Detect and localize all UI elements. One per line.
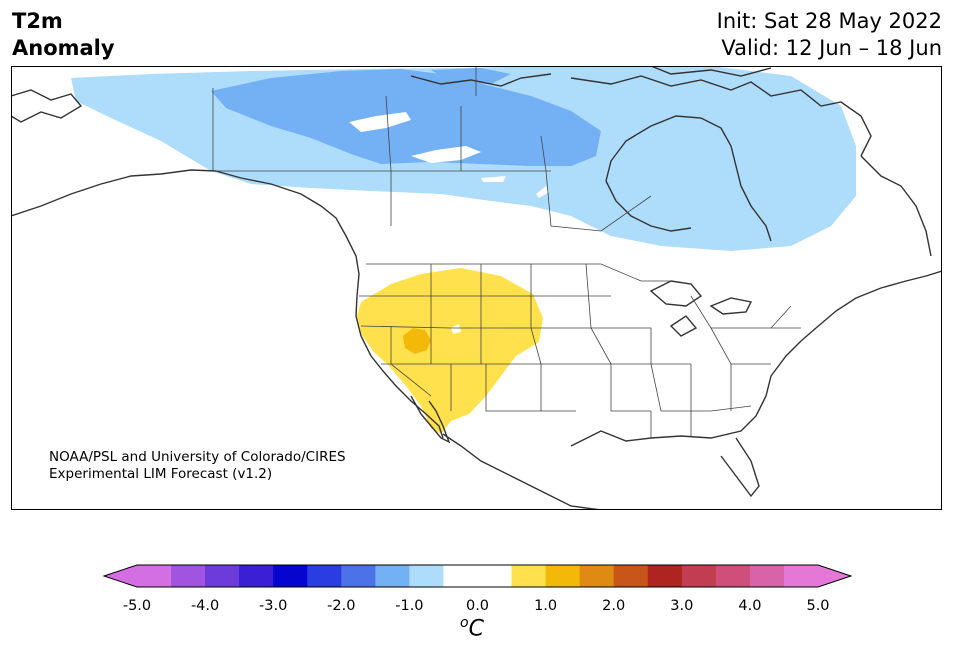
- warm-anomaly-light-region: [357, 268, 543, 434]
- colorbar-bin-0: [137, 565, 172, 587]
- warm-anomaly-medium-region: [403, 328, 431, 354]
- data-credit: NOAA/PSL and University of Colorado/CIRE…: [49, 449, 346, 483]
- valid-range: Valid: 12 Jun – 18 Jun: [721, 36, 942, 60]
- colorbar-bin-2: [205, 565, 240, 587]
- colorbar-tick-label: -3.0: [259, 598, 288, 614]
- init-date: Init: Sat 28 May 2022: [716, 9, 942, 33]
- colorbar-bin-16: [681, 565, 717, 587]
- colorbar-over-arrow: [818, 565, 851, 587]
- colorbar-bin-1: [171, 565, 206, 587]
- colorbar-bin-5: [307, 565, 342, 587]
- colorbar-tick-label: -2.0: [327, 598, 356, 614]
- colorbar-bin-13: [579, 565, 615, 587]
- colorbar-tick-label: 0.0: [465, 598, 490, 614]
- colorbar-unit: oC: [460, 615, 484, 641]
- colorbar-tick-label: 5.0: [806, 598, 830, 614]
- title-line-2: Anomaly: [12, 36, 115, 60]
- colorbar-bin-8: [409, 565, 444, 587]
- colorbar: [102, 564, 853, 588]
- colorbar-bin-18: [749, 565, 785, 587]
- colorbar-bin-4: [273, 565, 308, 587]
- credit-line-2: Experimental LIM Forecast (v1.2): [49, 466, 273, 482]
- colorbar-bin-17: [715, 565, 751, 587]
- colorbar-bin-14: [613, 565, 649, 587]
- colorbar-under-arrow: [104, 565, 137, 587]
- map-title: T2m Anomaly: [12, 8, 115, 62]
- colorbar-bin-19: [783, 565, 819, 587]
- colorbar-bin-12: [545, 565, 581, 587]
- coastlines: [11, 66, 942, 510]
- colorbar-tick-label: 3.0: [670, 598, 694, 614]
- colorbar-bin-3: [239, 565, 274, 587]
- colorbar-bin-15: [647, 565, 683, 587]
- colorbar-bin-9: [443, 565, 478, 587]
- colorbar-tick-label: 2.0: [602, 598, 626, 614]
- political-borders: [212, 66, 801, 438]
- colorbar-bin-11: [511, 565, 546, 587]
- title-line-1: T2m: [12, 9, 63, 33]
- colorbar-bin-7: [375, 565, 410, 587]
- anomaly-map: [11, 66, 942, 510]
- colorbar-tick-label: 1.0: [534, 598, 558, 614]
- colorbar-tick-label: -4.0: [190, 598, 220, 614]
- colorbar-bin-10: [477, 565, 512, 587]
- unit-degree: o: [460, 615, 469, 631]
- colorbar-outline: [102, 564, 853, 588]
- credit-line-1: NOAA/PSL and University of Colorado/CIRE…: [49, 449, 346, 465]
- colorbar-bin-6: [341, 565, 376, 587]
- forecast-dates: Init: Sat 28 May 2022 Valid: 12 Jun – 18…: [717, 8, 942, 62]
- colorbar-tick-label: -5.0: [122, 598, 152, 614]
- unit-letter: C: [468, 616, 484, 642]
- colorbar-tick-label: -1.0: [395, 598, 424, 614]
- colorbar-tick-label: 4.0: [738, 598, 762, 614]
